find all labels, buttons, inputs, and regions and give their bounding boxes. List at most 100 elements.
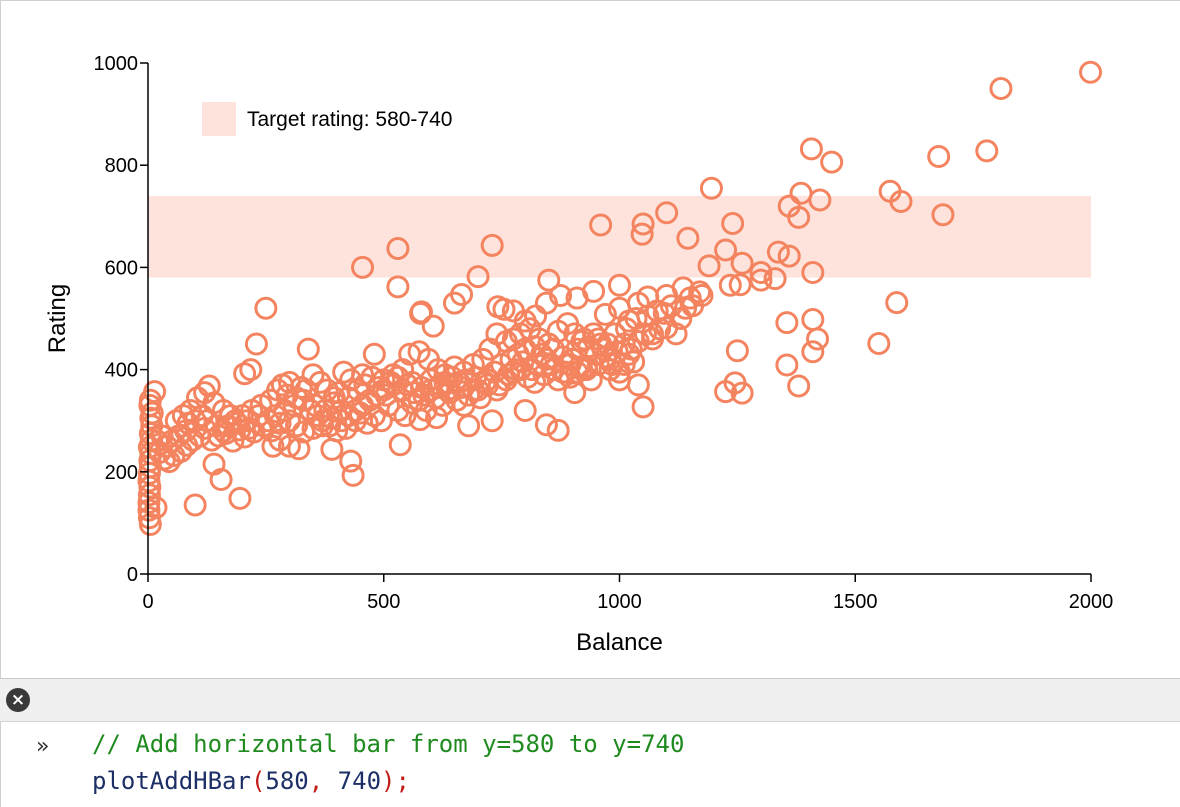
data-point xyxy=(140,401,164,425)
data-point xyxy=(421,314,445,338)
code-open-paren: ( xyxy=(250,767,266,795)
plot-panel: 0 500 1000 1500 2000 0 200 400 600 800 1000 Balance… xyxy=(0,0,1180,678)
data-point xyxy=(636,304,660,328)
data-point xyxy=(402,381,426,405)
data-point xyxy=(244,332,268,356)
data-point xyxy=(626,373,650,397)
code-comment: // Add horizontal bar from y=580 to y=74… xyxy=(92,730,685,758)
y-tick-label: 1000 xyxy=(94,53,139,75)
data-point xyxy=(885,291,909,315)
data-point xyxy=(565,286,589,310)
data-point xyxy=(714,238,738,262)
data-point xyxy=(600,352,624,376)
data-point xyxy=(630,222,654,246)
data-point xyxy=(450,375,474,399)
data-point xyxy=(631,395,655,419)
code-arg-2: 740 xyxy=(337,767,382,795)
data-point xyxy=(808,188,832,212)
data-point xyxy=(372,378,396,402)
data-point xyxy=(362,342,386,366)
data-point xyxy=(624,307,648,330)
data-point xyxy=(586,352,610,376)
code-arg-1: 580 xyxy=(265,767,309,795)
data-point xyxy=(927,145,951,169)
data-point xyxy=(393,404,417,428)
data-point xyxy=(721,211,745,235)
data-point xyxy=(608,273,631,297)
data-point xyxy=(233,362,257,386)
data-point xyxy=(749,261,773,285)
data-point xyxy=(513,398,537,422)
console-toolbar xyxy=(0,678,1180,722)
data-point xyxy=(254,296,278,320)
data-point xyxy=(801,261,825,285)
data-point xyxy=(480,409,504,433)
data-point xyxy=(534,413,558,437)
data-point xyxy=(975,139,999,163)
data-point xyxy=(287,437,311,461)
data-point xyxy=(475,368,499,392)
data-point xyxy=(676,226,700,250)
data-point xyxy=(137,506,161,530)
data-point xyxy=(889,189,913,213)
data-point xyxy=(648,317,672,341)
data-point xyxy=(466,265,490,289)
data-point xyxy=(589,213,613,237)
data-point xyxy=(787,374,811,398)
data-point xyxy=(202,452,226,476)
legend-label: Target rating: 580-740 xyxy=(247,108,452,131)
data-point xyxy=(777,244,801,268)
data-point xyxy=(593,345,617,369)
x-axis-label: Balance xyxy=(576,629,663,656)
data-point xyxy=(501,299,525,323)
code-call: plotAddHBar(580, 740); xyxy=(92,767,410,795)
data-point xyxy=(718,273,742,297)
data-point xyxy=(351,363,375,387)
data-point xyxy=(1079,60,1103,84)
data-point xyxy=(763,267,787,291)
data-point xyxy=(486,295,510,319)
data-point xyxy=(480,233,504,257)
data-point xyxy=(537,268,561,292)
data-point xyxy=(617,342,641,366)
data-point xyxy=(197,374,221,398)
data-point xyxy=(504,358,528,382)
data-point xyxy=(320,437,344,461)
data-point xyxy=(725,339,749,363)
data-point xyxy=(574,355,598,379)
data-point xyxy=(325,419,349,443)
y-tick-label: 800 xyxy=(105,155,138,177)
data-point xyxy=(775,311,799,335)
data-point xyxy=(931,203,955,227)
data-point xyxy=(867,332,891,356)
x-tick-label: 1500 xyxy=(833,591,878,613)
data-point xyxy=(799,137,823,161)
data-point xyxy=(386,236,410,260)
data-point xyxy=(339,449,363,473)
data-point xyxy=(341,463,365,487)
console-prompt: » xyxy=(36,734,50,759)
data-point xyxy=(513,337,537,361)
data-point xyxy=(749,268,773,292)
data-point xyxy=(631,212,655,236)
data-point xyxy=(409,301,433,325)
data-point xyxy=(546,418,570,442)
data-point xyxy=(228,486,252,510)
data-point xyxy=(655,201,679,225)
data-point xyxy=(730,381,754,405)
data-point xyxy=(593,302,617,326)
code-function: plotAddHBar xyxy=(92,767,251,795)
y-tick-label: 600 xyxy=(105,257,138,279)
data-point xyxy=(137,498,161,522)
data-point xyxy=(728,273,752,297)
data-point xyxy=(652,301,676,325)
data-point xyxy=(766,240,790,264)
data-point xyxy=(989,77,1013,101)
y-tick-label: 400 xyxy=(105,360,138,382)
y-tick-label: 0 xyxy=(127,564,138,586)
close-icon[interactable]: × xyxy=(6,688,30,712)
console-panel[interactable] xyxy=(0,722,1180,807)
data-point xyxy=(442,291,466,315)
data-point xyxy=(608,296,631,320)
y-axis-label: Rating xyxy=(44,284,71,353)
